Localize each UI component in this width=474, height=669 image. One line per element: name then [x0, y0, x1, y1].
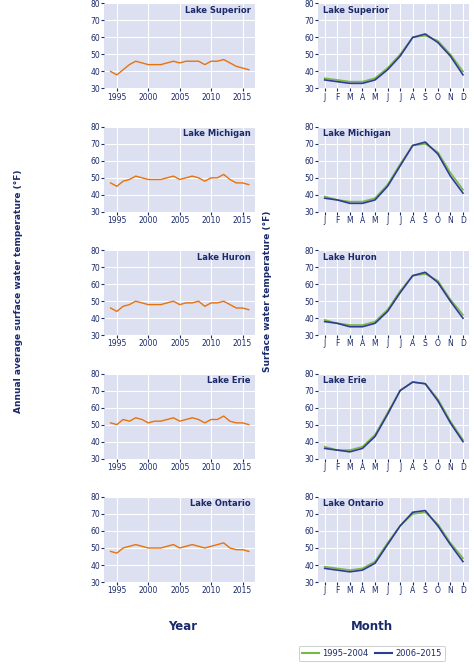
- Text: Lake Superior: Lake Superior: [185, 6, 251, 15]
- Text: Lake Michigan: Lake Michigan: [323, 129, 391, 138]
- Text: Lake Ontario: Lake Ontario: [190, 500, 251, 508]
- Text: Month: Month: [351, 620, 393, 634]
- Text: Year: Year: [168, 620, 197, 634]
- Legend: 1995–2004, 2006–2015: 1995–2004, 2006–2015: [299, 646, 445, 662]
- Text: Lake Erie: Lake Erie: [207, 376, 251, 385]
- Text: Lake Michigan: Lake Michigan: [183, 129, 251, 138]
- Text: Lake Erie: Lake Erie: [323, 376, 366, 385]
- Text: Lake Ontario: Lake Ontario: [323, 500, 383, 508]
- Text: Lake Huron: Lake Huron: [323, 253, 377, 262]
- Text: Surface water temperature (°F): Surface water temperature (°F): [264, 210, 272, 372]
- Text: Annual average surface water temperature (°F): Annual average surface water temperature…: [15, 169, 23, 413]
- Text: Lake Huron: Lake Huron: [197, 253, 251, 262]
- Text: Lake Superior: Lake Superior: [323, 6, 389, 15]
